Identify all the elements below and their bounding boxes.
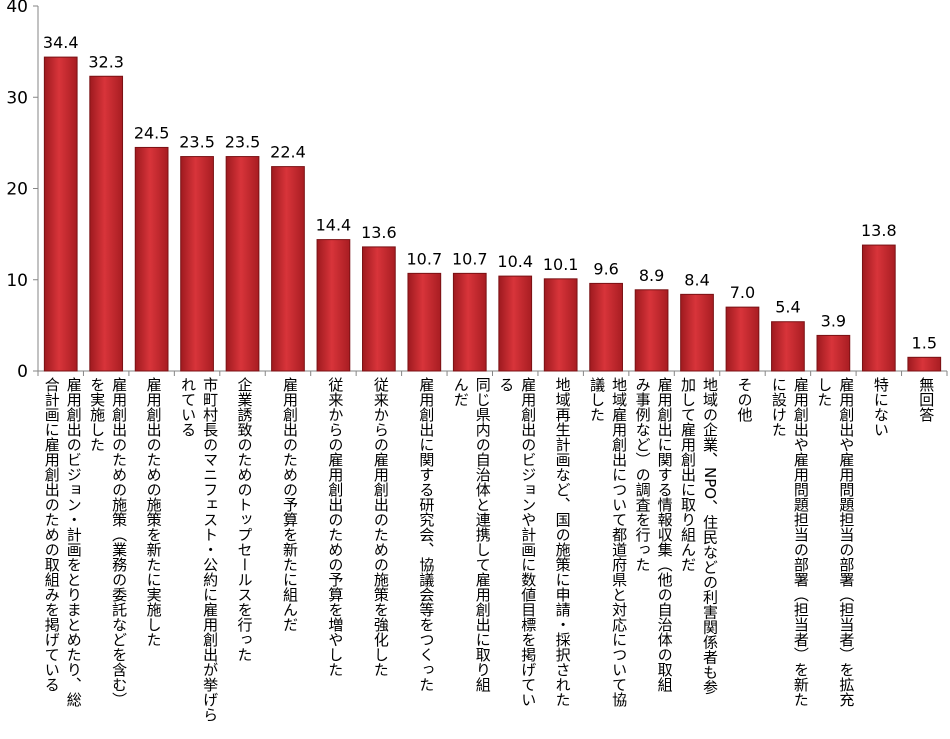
category-label: 地域再生計画など、国の施策に申請・採択された bbox=[553, 377, 572, 707]
bar bbox=[407, 272, 442, 372]
category-label: 雇用創出のための予算を新たに組んだ bbox=[280, 377, 299, 632]
bar bbox=[680, 293, 714, 372]
bar bbox=[498, 275, 533, 372]
category-label: 市町村長のマニフェスト・公約に雇用創出が挙げら れている bbox=[179, 377, 220, 722]
y-tick-label: 0 bbox=[17, 362, 28, 382]
bar bbox=[89, 75, 124, 372]
category-label: 特にない bbox=[871, 377, 890, 437]
category-label: 雇用創出のビジョン・計画をとりまとめたり、総 合計画に雇用創出のための取組みを掲… bbox=[42, 377, 83, 707]
category-label: 従来からの雇用創出のための施策を強化した bbox=[371, 377, 390, 677]
bar bbox=[543, 278, 578, 372]
data-label: 9.6 bbox=[593, 259, 618, 278]
bar bbox=[452, 272, 487, 372]
bar bbox=[362, 246, 396, 372]
category-label: 雇用創出に関する情報収集（他の自治体の取組 み事例など）の調査を行った bbox=[633, 377, 674, 692]
data-label: 22.4 bbox=[270, 143, 306, 162]
bar bbox=[861, 244, 896, 372]
bar bbox=[43, 56, 78, 372]
data-label: 34.4 bbox=[43, 33, 79, 52]
category-label: 企業誘致のためのトップセールスを行った bbox=[235, 377, 254, 662]
data-label: 10.4 bbox=[497, 252, 533, 271]
category-label: 地域の企業、NPO、住民などの利害関係者も参 加して雇用創出に取り組んだ bbox=[679, 377, 720, 695]
bar bbox=[180, 156, 214, 372]
data-label: 1.5 bbox=[912, 333, 937, 352]
bar bbox=[271, 166, 305, 372]
y-tick-label: 40 bbox=[6, 0, 28, 17]
category-label: 雇用創出のビジョンや計画に数値目標を掲げてい る bbox=[497, 377, 538, 707]
data-label: 13.6 bbox=[361, 223, 397, 242]
data-label: 10.7 bbox=[452, 249, 488, 268]
data-label: 32.3 bbox=[88, 52, 124, 71]
category-label: 雇用創出や雇用問題担当の部署（担当者）を拡充 した bbox=[815, 377, 856, 707]
data-label: 10.7 bbox=[407, 249, 443, 268]
category-label: 雇用創出のための施策を新たに実施した bbox=[144, 377, 163, 647]
y-tick-label: 30 bbox=[6, 88, 28, 108]
data-label: 7.0 bbox=[730, 283, 755, 302]
bar bbox=[725, 306, 760, 372]
category-label: 地域雇用創出について都道府県と対応について協 議した bbox=[588, 377, 629, 707]
data-label: 10.1 bbox=[543, 255, 579, 274]
bar bbox=[134, 146, 169, 372]
data-label: 13.8 bbox=[861, 221, 897, 240]
bar bbox=[816, 334, 851, 372]
category-label: 無回答 bbox=[917, 377, 936, 422]
data-label: 14.4 bbox=[316, 216, 352, 235]
data-label: 5.4 bbox=[775, 298, 800, 317]
category-label: 雇用創出や雇用問題担当の部署（担当者）を新た に設けた bbox=[769, 377, 810, 707]
bar bbox=[589, 282, 623, 372]
data-label: 3.9 bbox=[821, 311, 846, 330]
data-label: 8.9 bbox=[639, 266, 664, 285]
bar bbox=[316, 239, 351, 372]
data-label: 23.5 bbox=[225, 133, 261, 152]
category-label: 雇用創出のための施策（業務の委託などを含む） を実施した bbox=[88, 377, 129, 707]
bar bbox=[225, 156, 260, 372]
bars bbox=[43, 56, 942, 372]
data-label: 24.5 bbox=[134, 123, 170, 142]
category-label: 雇用創出に関する研究会、協議会等をつくった bbox=[417, 377, 436, 692]
bar bbox=[907, 356, 942, 372]
bar bbox=[634, 289, 669, 372]
category-label: その他 bbox=[735, 377, 754, 422]
category-label: 同じ県内の自治体と連携して雇用創出に取り組 んだ bbox=[451, 377, 492, 692]
y-tick-label: 20 bbox=[6, 180, 28, 200]
data-labels: 34.4 32.3 24.5 23.5 23.5 22.4 14.4 13.6 10.7 10.7… bbox=[43, 33, 937, 352]
bar bbox=[771, 321, 805, 372]
data-label: 8.4 bbox=[684, 270, 709, 289]
category-label: 従来からの雇用創出のための予算を増やした bbox=[326, 377, 345, 677]
data-label: 23.5 bbox=[179, 133, 215, 152]
y-tick-label: 10 bbox=[6, 271, 28, 291]
